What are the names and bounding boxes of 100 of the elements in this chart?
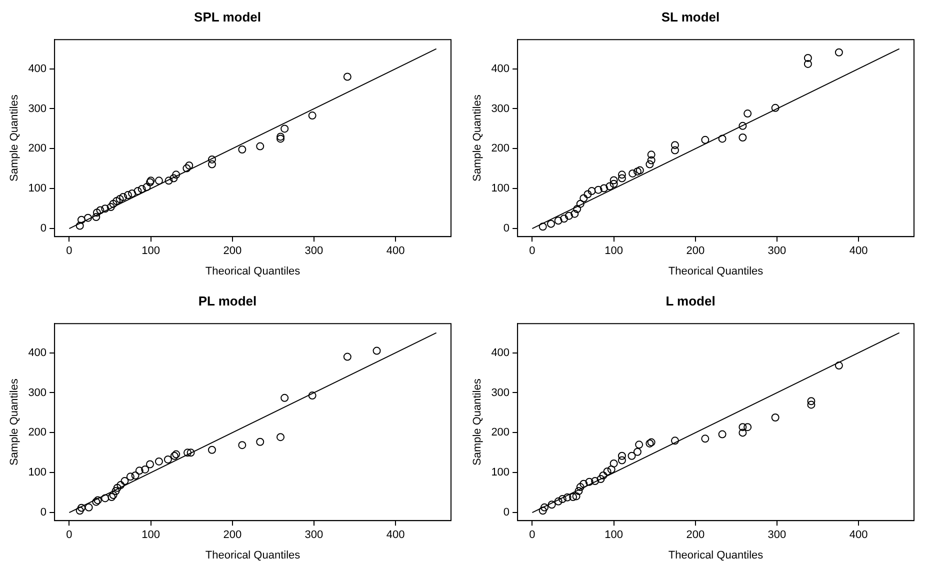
x-tick-label: 400 — [386, 245, 405, 258]
point — [563, 493, 572, 502]
point — [564, 212, 573, 220]
point — [76, 506, 84, 515]
point — [646, 160, 654, 168]
point — [343, 352, 352, 361]
x-tick-label: 400 — [849, 529, 868, 542]
point — [610, 459, 618, 468]
point — [538, 506, 547, 515]
point — [647, 150, 656, 159]
y-axis-title: Sample Quantiles — [8, 94, 21, 182]
y-axis-title: Sample Quantiles — [472, 378, 484, 466]
x-tick-label: 300 — [768, 245, 786, 258]
y-tick-label: 200 — [28, 142, 47, 155]
point — [618, 170, 626, 179]
point — [238, 441, 246, 450]
point — [580, 480, 588, 488]
point — [574, 487, 583, 496]
x-tick-label: 200 — [223, 529, 242, 542]
x-tick-label: 100 — [142, 245, 160, 258]
y-tick-label: 200 — [28, 426, 47, 439]
chart-title: SL model — [661, 9, 720, 24]
point — [276, 134, 285, 143]
point — [603, 467, 612, 476]
y-tick-label: 100 — [28, 182, 47, 195]
point — [569, 493, 578, 502]
point — [560, 214, 568, 223]
point — [84, 214, 92, 222]
point — [738, 134, 747, 142]
point — [538, 222, 547, 231]
point — [547, 220, 555, 228]
y-tick-label: 100 — [28, 466, 47, 479]
x-tick-label: 0 — [529, 529, 536, 542]
point — [154, 176, 163, 185]
y-axis-title: Sample Quantiles — [8, 378, 21, 466]
point — [120, 477, 129, 486]
point — [701, 434, 710, 443]
point — [628, 169, 637, 178]
point — [584, 190, 592, 198]
point — [573, 205, 582, 214]
y-tick-label: 300 — [28, 102, 47, 115]
point — [610, 176, 618, 184]
point — [738, 122, 747, 130]
point — [804, 60, 812, 68]
point — [804, 54, 812, 62]
y-tick-label: 300 — [491, 102, 510, 115]
point — [807, 397, 816, 406]
x-tick-label: 300 — [768, 529, 786, 542]
point — [607, 465, 616, 474]
point — [771, 104, 780, 112]
y-tick-label: 300 — [28, 386, 47, 399]
point — [113, 484, 122, 492]
point — [112, 487, 120, 496]
point — [164, 176, 173, 185]
x-tick-label: 0 — [66, 245, 72, 258]
point — [554, 216, 562, 225]
point — [670, 146, 679, 154]
point — [172, 450, 180, 458]
point — [738, 423, 747, 432]
point — [154, 457, 163, 466]
point — [628, 452, 636, 460]
point — [572, 492, 580, 500]
point — [606, 182, 614, 190]
point — [738, 428, 747, 437]
point — [170, 174, 178, 182]
point — [101, 204, 110, 213]
point — [554, 497, 562, 506]
y-tick-label: 300 — [491, 386, 510, 399]
point — [208, 155, 216, 164]
x-tick-label: 300 — [304, 245, 324, 258]
point — [558, 495, 566, 504]
point — [343, 72, 352, 81]
point — [636, 166, 644, 174]
point — [276, 132, 285, 141]
point — [92, 213, 100, 222]
chart-title: SPL model — [194, 9, 261, 24]
point — [618, 174, 626, 182]
point — [308, 392, 316, 400]
x-axis-title: Theorical Quantiles — [205, 549, 301, 562]
x-tick-label: 0 — [529, 245, 536, 258]
point — [109, 491, 118, 500]
point — [134, 187, 142, 196]
chart-title: L model — [666, 293, 716, 308]
point — [109, 200, 118, 208]
point — [588, 187, 596, 196]
chart-title: PL model — [198, 293, 257, 308]
point — [276, 433, 285, 442]
point — [548, 500, 556, 509]
point — [182, 164, 191, 172]
point — [119, 193, 128, 202]
point — [208, 446, 216, 454]
point — [124, 191, 132, 200]
y-tick-label: 400 — [28, 346, 47, 359]
point — [186, 448, 195, 457]
point — [585, 478, 594, 486]
point — [635, 440, 644, 449]
point — [596, 475, 605, 484]
point — [208, 160, 216, 168]
y-tick-label: 100 — [491, 182, 510, 195]
point — [238, 145, 246, 154]
